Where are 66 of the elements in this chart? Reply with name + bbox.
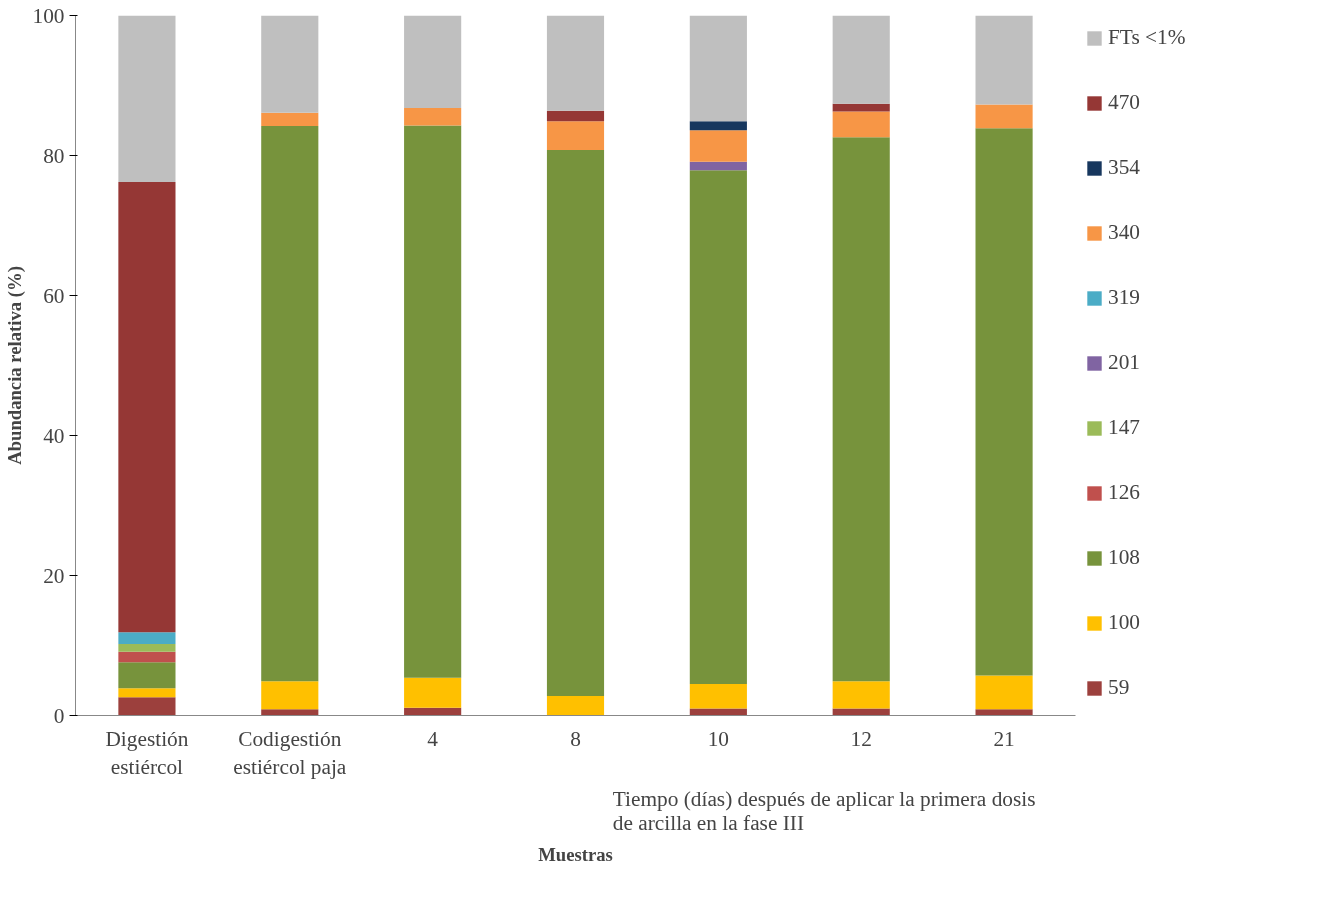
x-tick-label: 10: [707, 726, 730, 751]
y-tick-label: 20: [43, 563, 65, 588]
bar: [118, 662, 176, 689]
bar: [404, 107, 462, 126]
legend-label: 108: [1108, 545, 1140, 570]
bar: [261, 709, 319, 716]
bar: [118, 651, 176, 663]
x-tick-label: Codigestión estiércol paja: [233, 726, 347, 780]
bar: [546, 110, 605, 122]
bar: [832, 15, 890, 104]
bar: [546, 15, 605, 111]
bar: [261, 681, 319, 710]
y-tick-label: 0: [53, 703, 65, 728]
bar: [689, 684, 747, 709]
bar: [975, 709, 1033, 716]
x-tick-label: 12: [850, 726, 872, 751]
bar: [404, 125, 462, 678]
bar: [118, 182, 176, 633]
bar: [261, 15, 319, 113]
y-axis-title: Abundancia relativa (%): [3, 266, 26, 465]
x-tick-label: 21: [993, 726, 1015, 751]
bar: [118, 688, 176, 698]
bar: [689, 130, 747, 162]
x-tick-label: 8: [570, 726, 581, 751]
bar: [975, 675, 1033, 710]
bar: [689, 15, 747, 122]
bar: [975, 104, 1033, 129]
bar: [118, 632, 176, 645]
bar: [832, 137, 890, 682]
legend-label: 201: [1108, 350, 1140, 375]
y-tick-label: 60: [43, 283, 65, 308]
x-tick-label: Digestión estiércol: [105, 726, 189, 780]
bar: [261, 126, 319, 682]
bar: [118, 644, 176, 652]
bar: [832, 681, 890, 709]
bar: [546, 695, 605, 716]
x-axis-title: Muestras: [538, 843, 613, 865]
bar: [689, 121, 747, 131]
x-tick-label: 4: [427, 726, 439, 751]
bar: [832, 111, 890, 138]
bar: [404, 15, 462, 108]
bar: [832, 103, 890, 112]
bar: [404, 677, 462, 708]
bar: [975, 15, 1033, 105]
legend-label: 354: [1108, 155, 1140, 180]
y-tick-label: 100: [32, 3, 65, 28]
y-tick-label: 80: [43, 143, 65, 168]
bar: [261, 112, 319, 127]
bar: [118, 697, 176, 716]
text: Tiempo (días) después de aplicar la primera dosis de arcilla en la fase III: [612, 786, 1036, 835]
bar: [546, 121, 605, 150]
legend-label: 59: [1108, 675, 1130, 700]
legend-label: 100: [1108, 610, 1140, 635]
legend-label: FTs <1%: [1108, 25, 1186, 50]
bar: [118, 15, 176, 183]
bar: [689, 170, 747, 684]
legend-label: 340: [1108, 220, 1140, 245]
bar: [546, 149, 605, 696]
y-tick-label: 40: [43, 423, 65, 448]
legend-label: 147: [1108, 415, 1140, 440]
bar: [975, 128, 1033, 676]
bar: [689, 161, 747, 171]
bar: [404, 707, 462, 716]
legend-label: 126: [1108, 480, 1140, 505]
legend-label: 470: [1108, 90, 1140, 115]
legend-label: 319: [1108, 285, 1140, 310]
